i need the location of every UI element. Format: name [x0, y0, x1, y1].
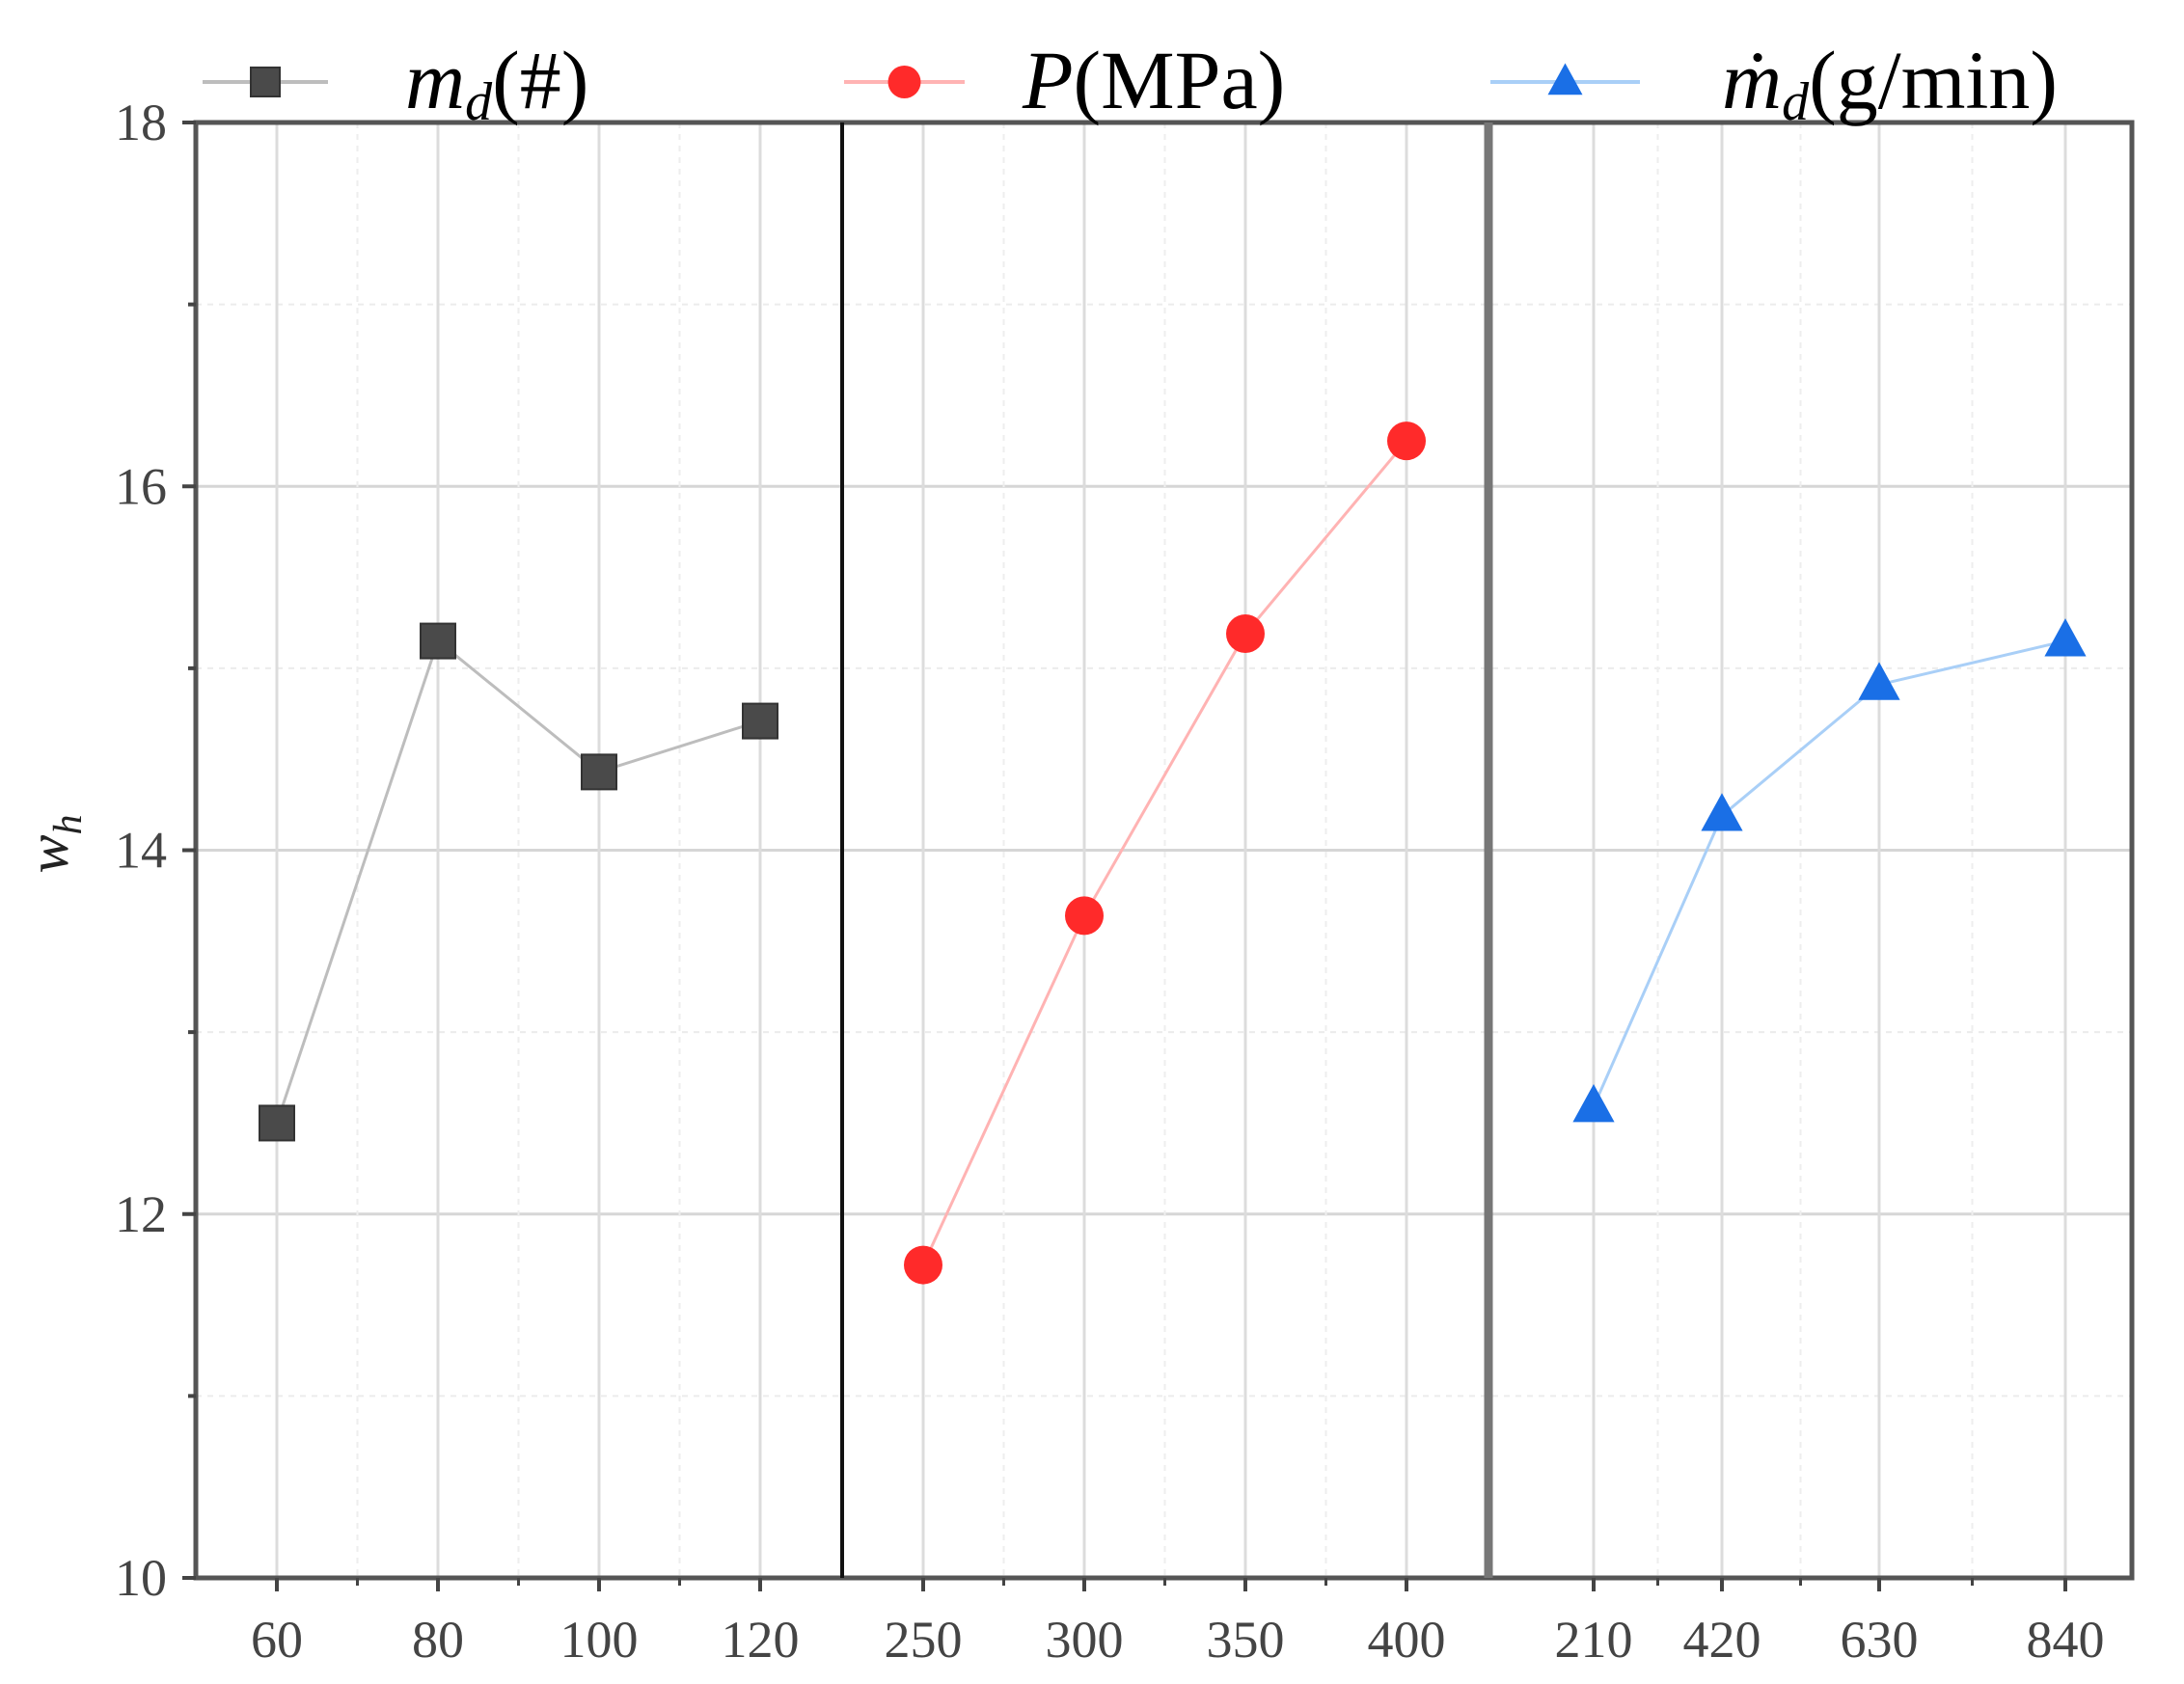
x-tick-label: 420 — [1683, 1611, 1761, 1669]
data-point — [742, 702, 778, 740]
data-point — [904, 1245, 942, 1285]
data-point — [1065, 896, 1104, 936]
data-point — [581, 753, 617, 791]
series-line — [921, 440, 1408, 1266]
legend-entry: ṁd(g/min) — [1722, 34, 2058, 132]
y-tick-label: 10 — [115, 1549, 167, 1607]
x-tick-label: 250 — [885, 1611, 963, 1669]
x-tick-label: 60 — [251, 1611, 303, 1669]
x-tick-label: 80 — [412, 1611, 464, 1669]
y-axis-label: wh — [16, 814, 91, 873]
x-tick-label: 100 — [560, 1611, 639, 1669]
data-point — [1572, 1084, 1615, 1123]
data-point — [1387, 421, 1426, 461]
data-point — [1858, 662, 1900, 700]
x-tick-label: 120 — [722, 1611, 800, 1669]
data-point — [259, 1104, 295, 1142]
y-tick-label: 14 — [115, 822, 167, 880]
data-point — [1701, 793, 1743, 831]
data-point — [250, 67, 281, 97]
series-layer — [259, 421, 2087, 1285]
legend-entry: md(#) — [405, 34, 588, 132]
legend: md(#) P(MPa) ṁd(g/min) — [203, 34, 2058, 132]
data-point — [1226, 614, 1265, 654]
x-tick-label: 840 — [2027, 1611, 2105, 1669]
y-tick-label: 12 — [115, 1185, 167, 1243]
series-line — [275, 638, 761, 1124]
x-tick-label: 630 — [1841, 1611, 1919, 1669]
series-line — [1592, 639, 2066, 1108]
y-tick-label: 18 — [115, 94, 167, 151]
x-tick-label: 400 — [1368, 1611, 1446, 1669]
data-point — [887, 66, 921, 98]
y-tick-label: 16 — [115, 457, 167, 515]
data-point — [1547, 63, 1583, 95]
tick-layer: 10 12 14 16 18 60 80 100 120 250 300 350 400 210 420 63… — [115, 94, 2105, 1669]
grid-layer — [196, 121, 2132, 1580]
data-point — [2044, 618, 2087, 657]
x-tick-label: 300 — [1046, 1611, 1124, 1669]
legend-entry: P(MPa) — [1022, 34, 1285, 126]
data-point — [420, 622, 456, 660]
x-tick-label: 210 — [1555, 1611, 1633, 1669]
x-tick-label: 350 — [1207, 1611, 1285, 1669]
